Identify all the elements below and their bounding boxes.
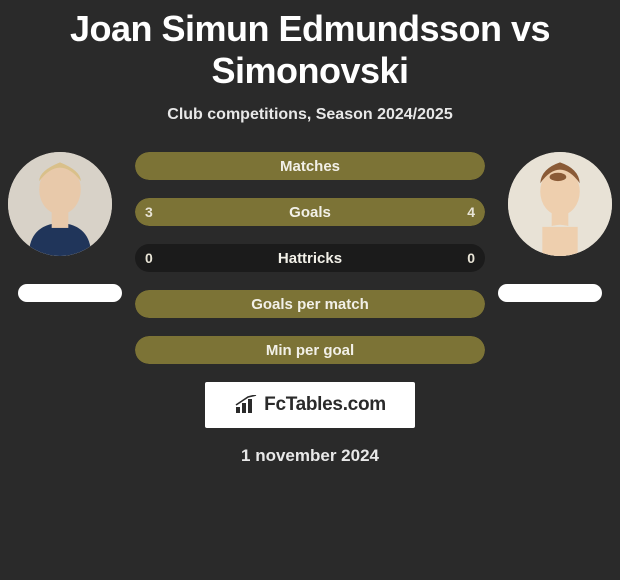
stat-label: Hattricks bbox=[135, 244, 485, 272]
chart-icon bbox=[234, 395, 260, 415]
stat-row: 34Goals bbox=[135, 198, 485, 226]
stat-label: Min per goal bbox=[135, 336, 485, 364]
page-subtitle: Club competitions, Season 2024/2025 bbox=[0, 106, 620, 124]
page-title: Joan Simun Edmundsson vs Simonovski bbox=[0, 0, 620, 92]
player-flag-right bbox=[498, 284, 602, 302]
stat-label: Matches bbox=[135, 152, 485, 180]
comparison-panel: Matches 34Goals 00Hattricks Goals per match… bbox=[0, 152, 620, 466]
logo-text: FcTables.com bbox=[264, 394, 386, 416]
stat-row: Matches bbox=[135, 152, 485, 180]
stat-label: Goals per match bbox=[135, 290, 485, 318]
player-avatar-right bbox=[508, 152, 612, 256]
source-logo: FcTables.com bbox=[205, 382, 415, 428]
player-flag-left bbox=[18, 284, 122, 302]
stat-row: Goals per match bbox=[135, 290, 485, 318]
stat-label: Goals bbox=[135, 198, 485, 226]
player-avatar-left bbox=[8, 152, 112, 256]
snapshot-date: 1 november 2024 bbox=[0, 446, 620, 466]
stats-list: Matches 34Goals 00Hattricks Goals per match… bbox=[135, 152, 485, 364]
stat-row: Min per goal bbox=[135, 336, 485, 364]
stat-row: 00Hattricks bbox=[135, 244, 485, 272]
